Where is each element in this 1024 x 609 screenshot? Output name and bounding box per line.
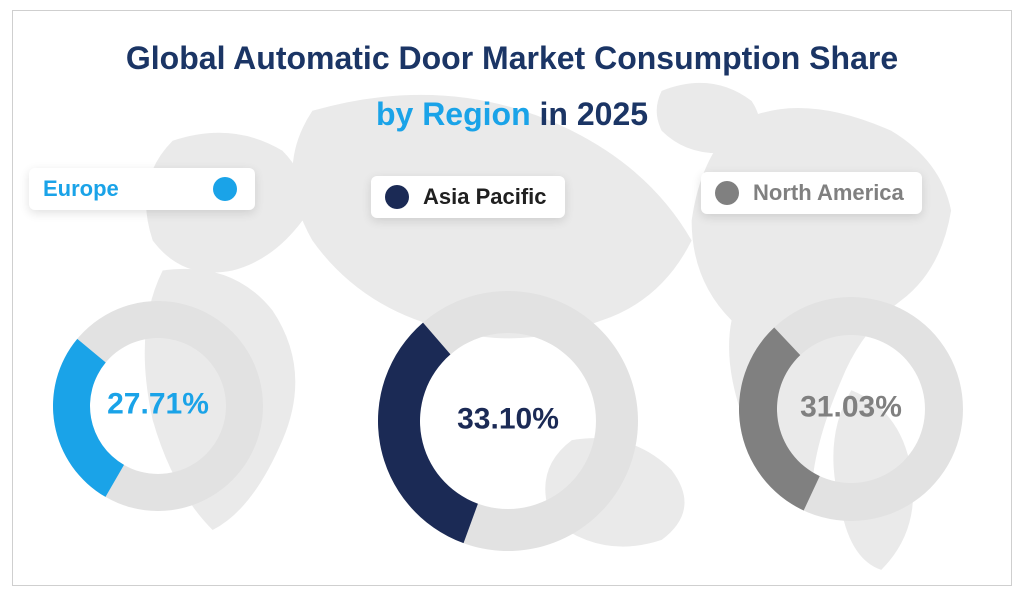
legend-dot-north-america — [715, 181, 739, 205]
donut-value-europe: 27.71% — [107, 387, 209, 421]
legend-label-asia-pacific: Asia Pacific — [423, 184, 547, 210]
legend-row: Europe Asia Pacific North America — [13, 166, 1011, 222]
legend-north-america: North America — [701, 172, 922, 214]
legend-dot-europe — [213, 177, 237, 201]
legend-dot-asia-pacific — [385, 185, 409, 209]
donut-value-asia-pacific: 33.10% — [457, 402, 559, 436]
legend-label-north-america: North America — [753, 180, 904, 206]
title-part-2: by Region — [376, 96, 531, 132]
legend-label-europe: Europe — [43, 176, 119, 202]
title-part-3: in 2025 — [531, 96, 648, 132]
chart-frame: Global Automatic Door Market Consumption… — [12, 10, 1012, 586]
donut-value-north-america: 31.03% — [800, 390, 902, 424]
legend-europe: Europe — [29, 168, 255, 210]
chart-title: Global Automatic Door Market Consumption… — [13, 11, 1011, 138]
title-part-1: Global Automatic Door Market Consumption… — [126, 40, 898, 76]
legend-asia-pacific: Asia Pacific — [371, 176, 565, 218]
